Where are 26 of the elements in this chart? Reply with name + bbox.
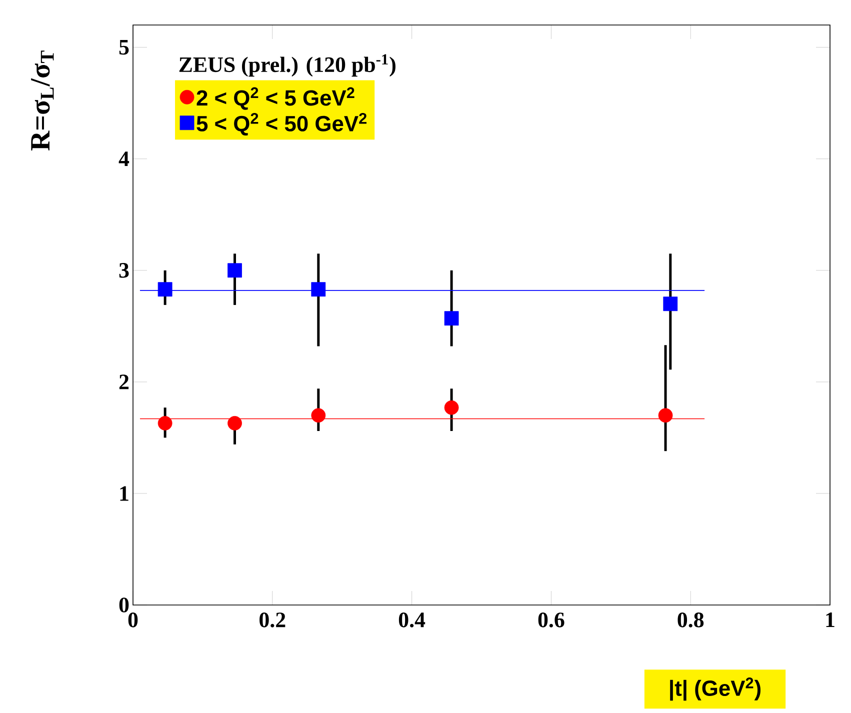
point bbox=[444, 311, 459, 326]
point bbox=[228, 263, 242, 278]
y-tick-label: 0 bbox=[119, 598, 129, 612]
point bbox=[311, 408, 326, 423]
point bbox=[158, 416, 172, 430]
legend-label: 5 < Q$^{2}$ < 50 GeV$^{2}$ bbox=[196, 112, 366, 136]
y-tick-label: 5 bbox=[119, 40, 129, 55]
x-tick-label: 0.6 bbox=[538, 612, 564, 628]
point bbox=[444, 400, 459, 415]
x-axis-title: |t| (GeV$^{2}$) bbox=[670, 678, 760, 701]
y-tick-label: 4 bbox=[118, 152, 130, 166]
x-tick-label: 0.8 bbox=[678, 612, 704, 628]
point bbox=[658, 408, 673, 423]
x-tick-label: 0.4 bbox=[398, 612, 426, 628]
point bbox=[663, 296, 678, 312]
x-tick-label: 1 bbox=[826, 612, 834, 627]
y-axis-title: R=σ$_{L}$/σ$_{T}$ bbox=[31, 50, 54, 151]
point bbox=[311, 282, 326, 297]
legend-label: 2 < Q$^{2}$ < 5 GeV$^{2}$ bbox=[196, 87, 354, 110]
y-tick-label: 1 bbox=[120, 486, 128, 501]
y-tick-label: 3 bbox=[119, 263, 129, 278]
y-tick-label: 2 bbox=[119, 374, 129, 390]
legend-title: ZEUS (prel.) (120 pb$^{-1}$) bbox=[179, 54, 396, 77]
point bbox=[228, 416, 242, 430]
point bbox=[158, 282, 172, 297]
x-tick-label: 0.2 bbox=[260, 612, 286, 628]
